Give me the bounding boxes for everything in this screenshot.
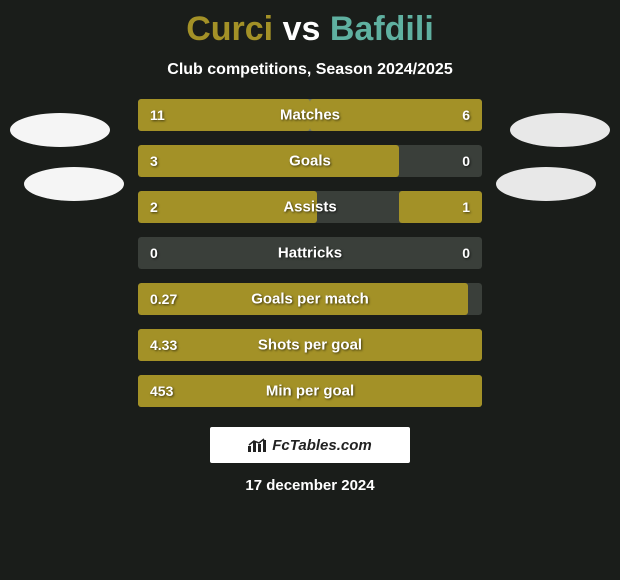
stat-value-right: 1 — [462, 199, 470, 215]
stat-value-left: 11 — [150, 107, 165, 123]
attribution-badge: FcTables.com — [210, 427, 410, 463]
player2-avatar-oval-top — [510, 113, 610, 147]
stat-row-shots-per-goal: Shots per goal4.33 — [138, 329, 482, 361]
stat-rows: Matches116Goals30Assists21Hattricks00Goa… — [138, 99, 482, 407]
stat-label: Min per goal — [138, 383, 482, 400]
stat-value-left: 0.27 — [150, 291, 177, 307]
stat-value-left: 3 — [150, 153, 158, 169]
stat-label: Hattricks — [138, 245, 482, 262]
stat-label: Goals — [138, 153, 482, 170]
stat-value-left: 4.33 — [150, 337, 177, 353]
stat-value-left: 0 — [150, 245, 158, 261]
stat-value-left: 453 — [150, 383, 173, 399]
stat-value-right: 0 — [462, 245, 470, 261]
stat-value-right: 6 — [462, 107, 470, 123]
vs-separator: vs — [283, 10, 321, 48]
stat-row-assists: Assists2 1 — [138, 191, 482, 223]
stat-row-goals-per-match: Goals per match0.27 — [138, 283, 482, 315]
stat-label: Matches — [138, 107, 482, 124]
player2-name: Bafdili — [330, 10, 434, 48]
stat-value-left: 2 — [150, 199, 158, 215]
attribution-text: FcTables.com — [272, 437, 371, 454]
chart-icon — [248, 438, 266, 452]
chart-area: Matches116Goals30Assists21Hattricks00Goa… — [0, 99, 620, 407]
stat-label: Goals per match — [138, 291, 482, 308]
player1-avatar-oval-top — [10, 113, 110, 147]
stat-value-right: 0 — [462, 153, 470, 169]
stat-label: Assists — [138, 199, 482, 216]
subtitle: Club competitions, Season 2024/2025 — [0, 61, 620, 79]
date-stamp: 17 december 2024 — [0, 477, 620, 494]
stat-row-min-per-goal: Min per goal453 — [138, 375, 482, 407]
player1-name: Curci — [186, 10, 273, 48]
player1-avatar-oval-bottom — [24, 167, 124, 201]
stat-row-hattricks: Hattricks0 0 — [138, 237, 482, 269]
stat-label: Shots per goal — [138, 337, 482, 354]
comparison-title: Curci vs Bafdili — [0, 0, 620, 49]
stat-row-matches: Matches11 6 — [138, 99, 482, 131]
player2-avatar-oval-bottom — [496, 167, 596, 201]
stat-row-goals: Goals3 0 — [138, 145, 482, 177]
